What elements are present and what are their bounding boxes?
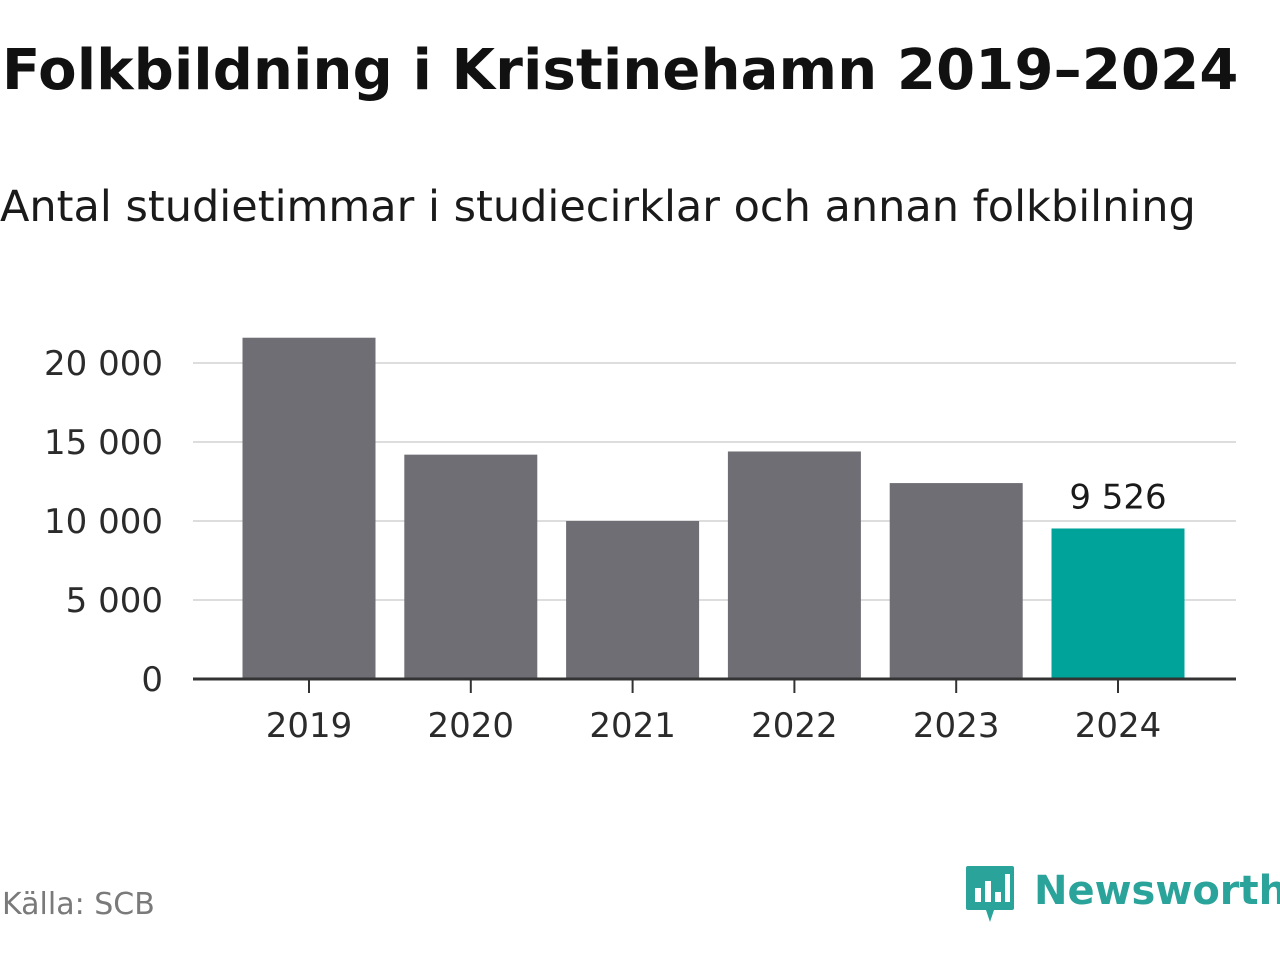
x-tick-label: 2019: [266, 706, 353, 746]
logo-text: Newsworthy: [1034, 868, 1280, 914]
newsworthy-logo-icon: [966, 866, 1014, 922]
y-tick-label: 0: [141, 660, 163, 700]
bar-2022: [727, 451, 861, 679]
y-tick-label: 15 000: [44, 423, 163, 463]
x-tick-label: 2022: [751, 706, 838, 746]
y-tick-label: 20 000: [44, 344, 163, 384]
bar-2019: [242, 337, 376, 679]
chart-subtitle: Antal studietimmar i studiecirklar och a…: [0, 182, 1196, 232]
x-tick-label: 2020: [428, 706, 515, 746]
source-label: Källa: SCB: [2, 887, 155, 922]
x-tick-label: 2024: [1075, 706, 1162, 746]
y-tick-label: 5 000: [66, 581, 163, 621]
data-label: 9 526: [1069, 477, 1166, 517]
bar-2021: [566, 521, 700, 679]
bar-2023: [889, 483, 1023, 679]
bar-2024: [1051, 528, 1185, 679]
newsworthy-logo: Newsworthy: [964, 864, 1280, 926]
bar-2020: [404, 454, 538, 679]
chart-title: Folkbildning i Kristinehamn 2019–2024: [2, 38, 1239, 103]
y-tick-label: 10 000: [44, 502, 163, 542]
x-tick-label: 2021: [589, 706, 676, 746]
x-tick-label: 2023: [913, 706, 1000, 746]
bar-chart: 0 5 000 10 000 15 000 20 000 2019 2020 2021 2022…: [44, 337, 1236, 746]
